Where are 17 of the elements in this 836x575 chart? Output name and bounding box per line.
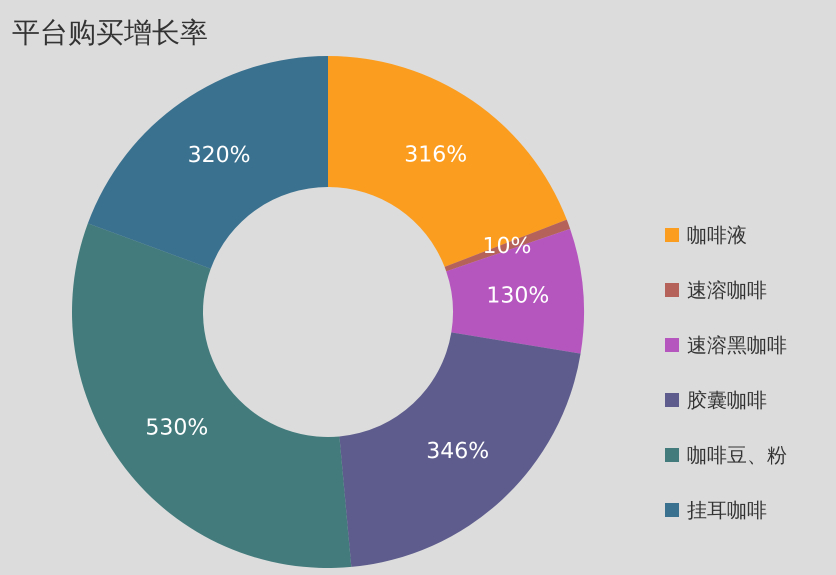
donut-slice <box>72 223 352 568</box>
legend-label: 挂耳咖啡 <box>687 498 767 522</box>
legend-label: 胶囊咖啡 <box>687 388 767 412</box>
donut-slice <box>328 56 567 267</box>
donut-slice <box>446 228 584 354</box>
legend-label: 速溶黑咖啡 <box>687 333 787 357</box>
legend-label: 咖啡豆、粉 <box>687 443 787 467</box>
data-label: 320% <box>188 143 251 168</box>
data-label: 530% <box>145 415 208 440</box>
chart-title: 平台购买增长率 <box>12 16 208 49</box>
donut-slice <box>88 56 328 269</box>
data-label: 346% <box>426 438 490 464</box>
data-label: 130% <box>486 284 550 309</box>
data-label: 316% <box>404 142 468 168</box>
legend-label: 咖啡液 <box>687 223 747 247</box>
legend-label: 速溶咖啡 <box>687 278 767 302</box>
donut-slice <box>339 332 581 567</box>
